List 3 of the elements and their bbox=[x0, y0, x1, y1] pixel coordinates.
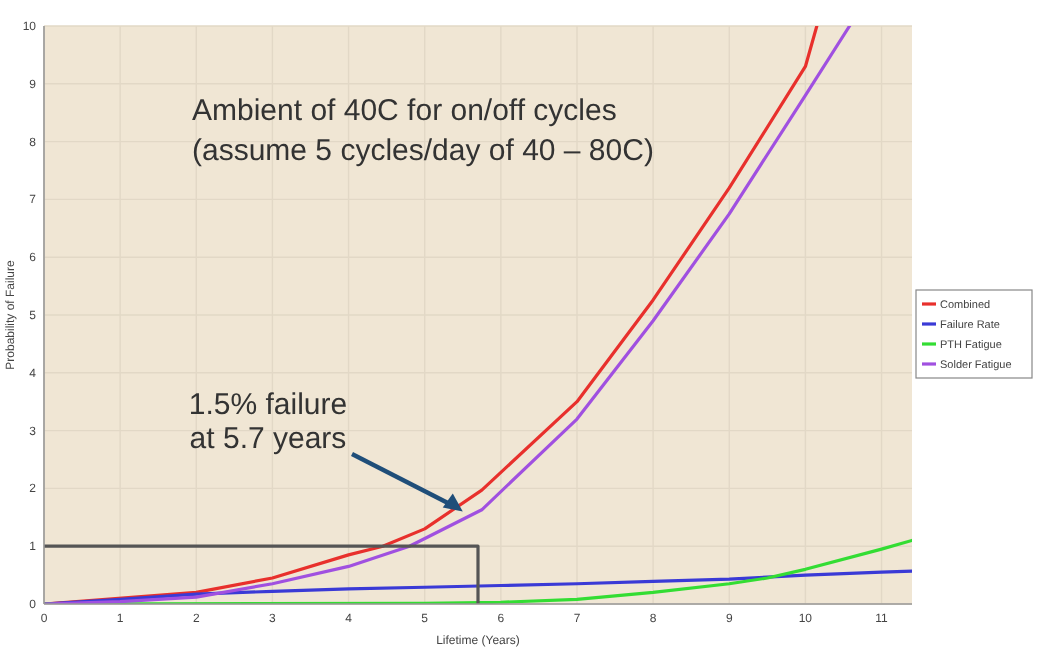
annotation: (assume 5 cycles/day of 40 – 80C) bbox=[192, 134, 654, 168]
annotation: 1.5% failure at 5.7 years bbox=[188, 388, 348, 456]
annotation: Ambient of 40C for on/off cycles bbox=[192, 94, 617, 128]
